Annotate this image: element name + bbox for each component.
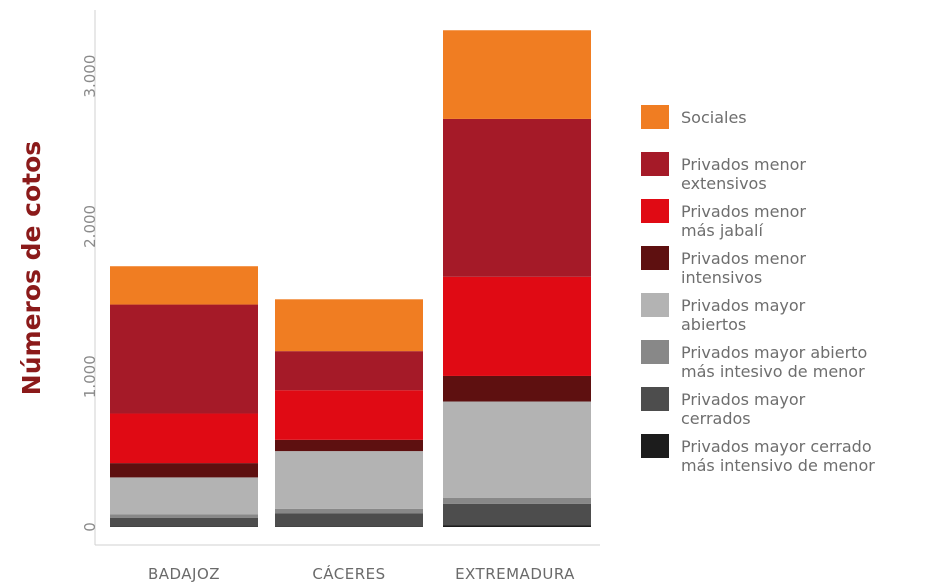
bar-segment: [275, 513, 423, 527]
bar-segment: [275, 451, 423, 509]
legend-label: Sociales: [681, 108, 747, 127]
bar-segment: [443, 497, 591, 504]
y-tick-label: 3.000: [81, 55, 99, 98]
bar-segment: [443, 276, 591, 376]
y-tick-label: 1.000: [81, 355, 99, 398]
x-tick-label: CÁCERES: [312, 564, 385, 582]
legend-label: Privados menor intensivos: [681, 249, 806, 287]
x-tick-label: BADAJOZ: [148, 565, 220, 582]
bar-segment: [110, 477, 258, 515]
legend-label: Privados menor más jabalí: [681, 202, 806, 240]
bar-segment: [275, 351, 423, 391]
bar-segment: [443, 118, 591, 277]
legend-swatch: [641, 152, 669, 176]
bar-segment: [110, 514, 258, 518]
bar-segment: [443, 375, 591, 402]
legend-swatch: [641, 293, 669, 317]
bar-segment: [110, 517, 258, 527]
category-labels: BADAJOZ CÁCERES EXTREMADURA: [148, 564, 575, 582]
legend: Sociales Privados menor extensivos Privados…: [641, 105, 875, 475]
bar-segment: [443, 30, 591, 119]
bar-segment: [110, 463, 258, 478]
bar-segment: [275, 299, 423, 352]
bar-segment: [443, 503, 591, 526]
x-tick-label: EXTREMADURA: [455, 565, 575, 582]
legend-label: Privados menor extensivos: [681, 155, 806, 193]
bar-segment: [110, 413, 258, 464]
y-tick-labels: 0 1.000 2.000 3.000: [81, 55, 99, 532]
legend-label: Privados mayor abierto más intesivo de me…: [681, 343, 867, 381]
bar-segment: [443, 525, 591, 527]
y-axis-title: Números de cotos: [17, 141, 46, 395]
legend-label: Privados mayor abiertos: [681, 296, 806, 334]
legend-label: Privados mayor cerrados: [681, 390, 806, 428]
bar-segment: [443, 401, 591, 498]
bar-segment: [110, 526, 258, 527]
bar-segment: [275, 508, 423, 514]
bar-segment: [275, 526, 423, 527]
bar-segment: [110, 266, 258, 305]
bar-segment: [275, 390, 423, 440]
y-tick-label: 2.000: [81, 205, 99, 248]
bar-segment: [275, 439, 423, 452]
axes: [94, 10, 600, 546]
legend-swatch: [641, 105, 669, 129]
bar-segment: [110, 304, 258, 414]
y-tick-label: 0: [81, 522, 99, 532]
legend-label: Privados mayor cerrado más intensivo de m…: [681, 437, 875, 475]
legend-swatch: [641, 387, 669, 411]
legend-swatch: [641, 340, 669, 364]
legend-swatch: [641, 434, 669, 458]
bars: [110, 30, 591, 527]
legend-swatch: [641, 246, 669, 270]
legend-swatch: [641, 199, 669, 223]
